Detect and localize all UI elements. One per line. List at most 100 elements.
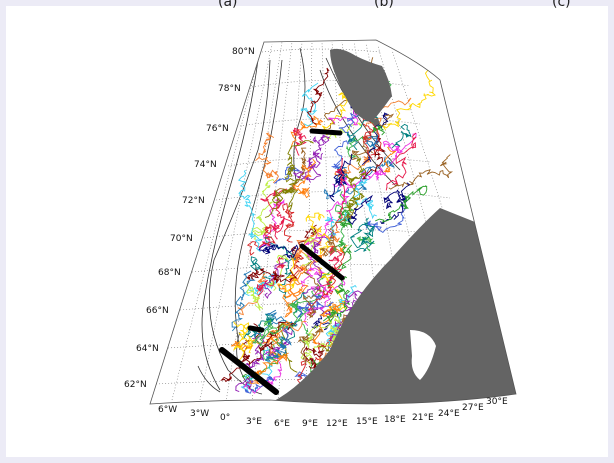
drifter-track (263, 261, 287, 299)
svalbard-landmass (330, 48, 392, 122)
drifter-track (346, 183, 361, 220)
lat-label-68n: 68°N (158, 268, 181, 278)
lat-label-72n: 72°N (182, 196, 205, 206)
drifter-track (303, 274, 346, 326)
drifter-track (382, 57, 436, 131)
drifter-track (346, 200, 358, 213)
lat-label-66n: 66°N (146, 306, 169, 316)
lon-label-6e: 6°E (274, 419, 290, 429)
drifter-track (303, 176, 354, 261)
drifter-track (324, 212, 348, 242)
drifter-track (259, 187, 296, 226)
drifter-track (391, 123, 412, 149)
map-sector-outline (149, 39, 517, 405)
lon-label-3w: 3°W (190, 409, 209, 419)
drifter-track (233, 321, 255, 354)
drifter-track (379, 182, 411, 224)
lat-label-80n: 80°N (232, 47, 255, 57)
drifter-track (347, 194, 374, 225)
drifter-track (334, 155, 370, 178)
drifter-track (297, 328, 325, 364)
drifter-track (282, 202, 295, 243)
drifter-track (264, 349, 287, 362)
drifter-track (360, 227, 375, 245)
drifter-track (256, 256, 286, 296)
drifter-track (328, 106, 359, 126)
drifter-track (284, 165, 304, 212)
drifter-track (259, 300, 301, 347)
drifter-track (316, 245, 343, 289)
drifter-track (385, 132, 417, 191)
drifter-track (286, 140, 314, 175)
panel-label-c: (c) (552, 0, 571, 10)
white-sea (410, 330, 436, 380)
lon-label-30e: 30°E (486, 397, 508, 407)
lon-label-18e: 18°E (384, 415, 406, 425)
section-line-short (247, 325, 265, 333)
panel-label-a: (a) (218, 0, 238, 10)
lat-label-64n: 64°N (136, 344, 159, 354)
drifter-track (220, 323, 262, 383)
drifter-track (300, 82, 319, 127)
lon-label-12e: 12°E (326, 419, 348, 429)
drifter-track (250, 256, 274, 286)
section-lines (219, 128, 345, 395)
lon-label-0: 0° (220, 413, 230, 423)
drifter-track (277, 257, 298, 293)
drifter-track (382, 133, 417, 165)
drifter-track (264, 187, 296, 218)
drifter-track (300, 305, 342, 366)
lat-label-62n: 62°N (124, 380, 147, 390)
drifter-track (302, 228, 337, 294)
lon-label-24e: 24°E (438, 409, 460, 419)
drifter-track (383, 189, 406, 210)
drifter-track (334, 157, 346, 228)
drifter-track (322, 275, 351, 323)
drifter-track (383, 146, 397, 173)
drifter-track (375, 185, 428, 223)
drifter-track (246, 224, 276, 256)
drifter-track (363, 204, 407, 233)
drifter-track (349, 113, 395, 160)
lat-label-74n: 74°N (194, 160, 217, 170)
section-line-svinoy-north (299, 243, 345, 281)
drifter-track (237, 169, 264, 253)
lon-label-21e: 21°E (412, 413, 434, 423)
drifter-track (257, 242, 299, 259)
drifter-track (349, 217, 376, 253)
drifter-track (270, 320, 307, 356)
section-line-svinoy (219, 347, 279, 395)
lat-label-76n: 76°N (206, 124, 229, 134)
drifter-track (303, 346, 325, 369)
latitude-labels: 80°N 78°N 76°N 74°N 72°N 70°N 68°N 66°N … (124, 47, 255, 390)
drifter-track (305, 212, 332, 256)
drifter-track (319, 213, 352, 257)
drifter-track (372, 125, 386, 136)
lon-label-15e: 15°E (356, 417, 378, 427)
drifter-track (245, 283, 263, 311)
drifter-track (307, 134, 331, 183)
drifter-track (362, 134, 386, 180)
drifter-track (231, 270, 256, 332)
drifter-track (233, 322, 249, 365)
drifter-track (285, 225, 322, 312)
longitude-labels: 6°W 3°W 0° 3°E 6°E 9°E 12°E 15°E 18°E 21… (158, 397, 508, 429)
drifter-track (274, 166, 300, 184)
lon-label-27e: 27°E (462, 403, 484, 413)
panel-label-b: (b) (374, 0, 394, 10)
lat-label-78n: 78°N (218, 84, 241, 94)
drifter-track (282, 284, 309, 318)
drifter-track (230, 329, 280, 350)
lon-label-9e: 9°E (302, 419, 318, 429)
drifter-track (278, 320, 298, 350)
drifter-track (332, 191, 350, 253)
section-line-bear-island (309, 128, 343, 136)
drifter-track (251, 178, 275, 241)
lat-label-70n: 70°N (170, 234, 193, 244)
drifter-track (303, 260, 322, 319)
drifter-track (292, 158, 317, 199)
lon-label-6w: 6°W (158, 405, 177, 415)
bjornoya-island (372, 118, 380, 126)
drifter-track (306, 67, 330, 125)
